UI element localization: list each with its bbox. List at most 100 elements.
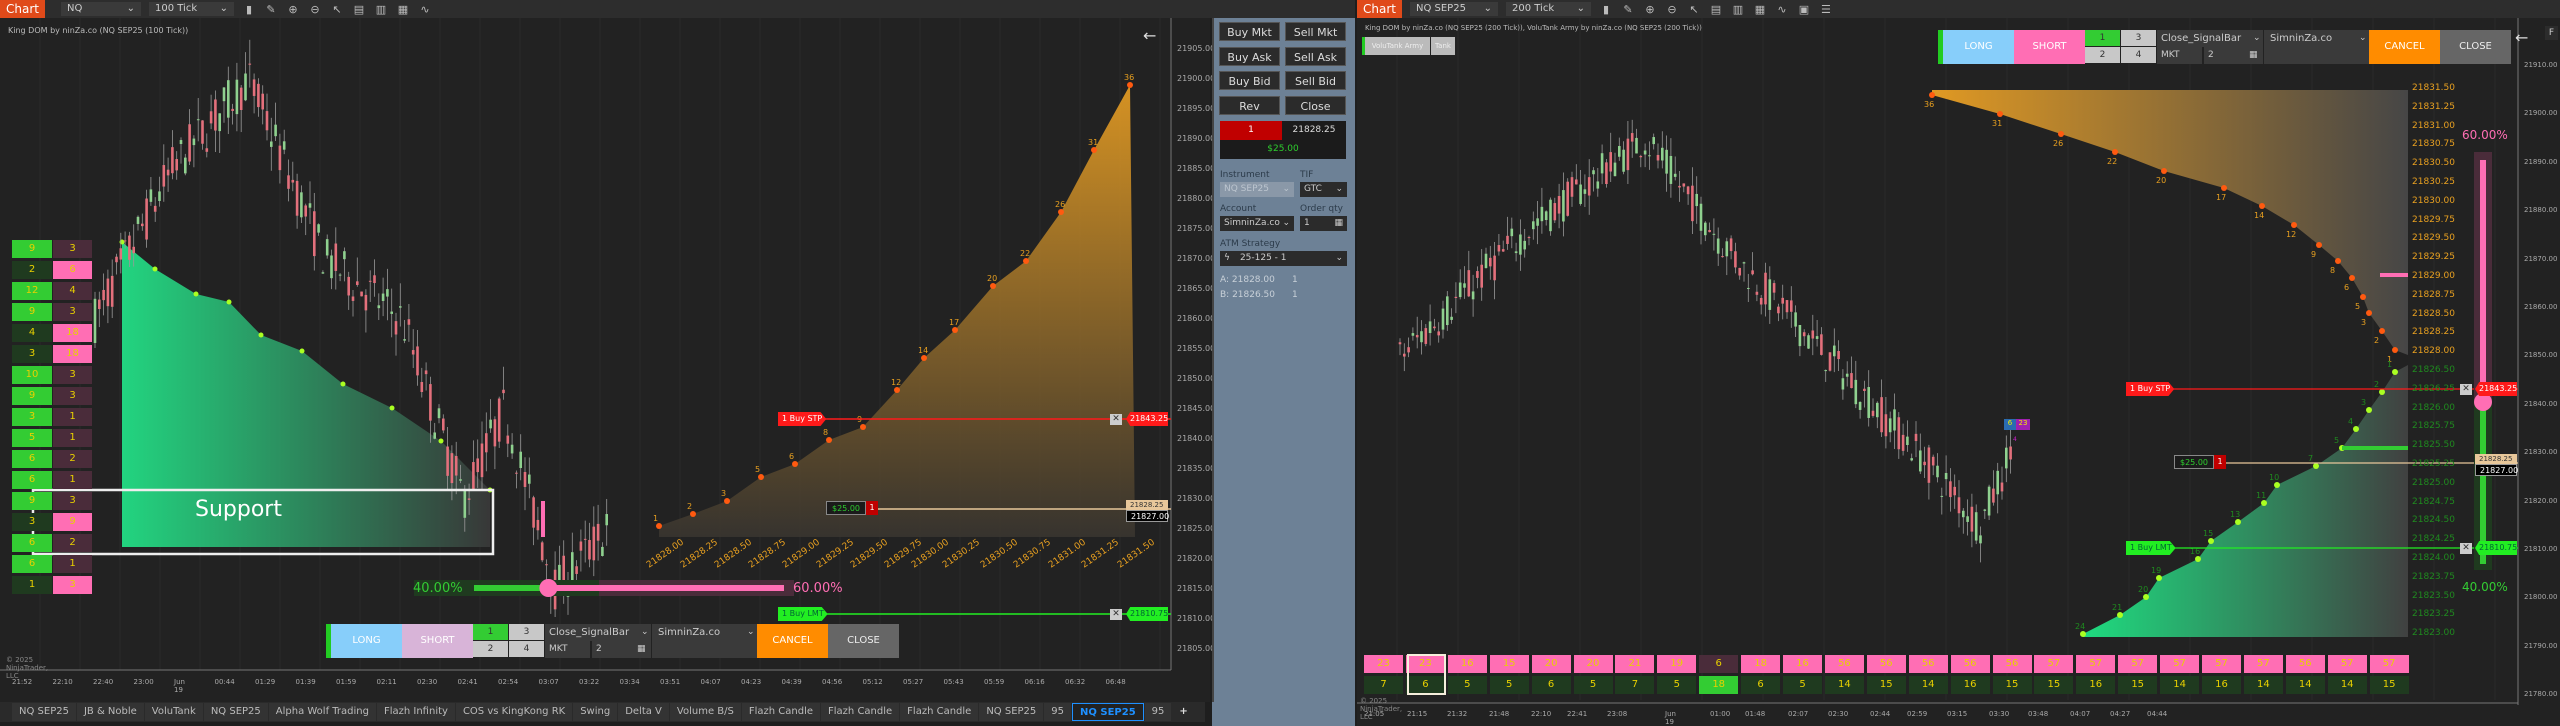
order-type-select[interactable]: MKT — [545, 641, 591, 658]
cancel-order-icon[interactable]: ✕ — [1110, 609, 1122, 620]
right-chart[interactable]: 36 31 26 22 20 17 14 12 9 8 6 5 3 2 1 1 2 3 4 5 7 10 11 13 15 16 1… — [1357, 18, 2560, 726]
quantity-input[interactable]: 2 — [2204, 47, 2263, 64]
quantity-preset-q3[interactable]: 3 — [2121, 30, 2156, 46]
sell-bid-button[interactable]: Sell Bid — [1285, 71, 1346, 90]
bar-type-icon[interactable]: ▮ — [245, 2, 253, 16]
properties-icon[interactable]: ▥ — [1732, 2, 1744, 16]
chart-tab-16[interactable]: 95 — [1144, 703, 1172, 721]
chart-tab-15[interactable]: NQ SEP25 — [1072, 703, 1144, 721]
close-button[interactable]: CLOSE — [828, 624, 899, 658]
exit-mode-select[interactable]: Close_SignalBar — [2157, 30, 2263, 47]
zoom-in-icon[interactable]: ⊕ — [288, 2, 298, 16]
template-icon[interactable]: ▤ — [353, 2, 365, 16]
quantity-preset-q2[interactable]: 2 — [2085, 47, 2120, 63]
quantity-preset-q4[interactable]: 4 — [2121, 47, 2156, 63]
buy-ask-button[interactable]: Buy Ask — [1219, 47, 1280, 66]
reverse-button[interactable]: Rev — [1219, 96, 1280, 115]
chart-tab[interactable]: Chart — [0, 0, 45, 18]
indicators-icon[interactable]: ▦ — [397, 2, 409, 16]
pointer-icon[interactable]: ↖ — [1689, 2, 1699, 16]
buy-limit-order-tag[interactable]: 1 Buy LMT — [2126, 541, 2176, 555]
pencil-icon[interactable]: ✎ — [266, 2, 276, 16]
buy-stop-order-tag[interactable]: 1 Buy STP — [778, 412, 827, 426]
buy-stop-order-tag[interactable]: 1 Buy STP — [2126, 382, 2175, 396]
chart-tab-7[interactable]: Swing — [573, 703, 618, 721]
buy-limit-order-tag[interactable]: 1 Buy LMT — [778, 607, 828, 621]
back-arrow-icon[interactable]: ← — [2515, 28, 2529, 47]
list-icon[interactable]: ☰ — [1821, 2, 1831, 16]
chart-tab-12[interactable]: Flazh Candle — [900, 703, 979, 721]
chart-tab-8[interactable]: Delta V — [618, 703, 669, 721]
tif-select[interactable]: GTC ⌄ — [1300, 182, 1347, 197]
interval-select[interactable]: 200 Tick ⌄ — [1505, 2, 1591, 16]
chart-tab-1[interactable]: JB & Noble — [76, 703, 144, 721]
cancel-button[interactable]: CANCEL — [757, 624, 828, 658]
calculator-icon[interactable]: ▦ — [2249, 50, 2258, 60]
sell-market-button[interactable]: Sell Mkt — [1285, 22, 1346, 41]
back-arrow-icon[interactable]: ← — [1143, 26, 1157, 45]
close-position-button[interactable]: Close — [1285, 96, 1346, 115]
chart-tab-13[interactable]: NQ SEP25 — [979, 703, 1044, 721]
cancel-order-icon[interactable]: ✕ — [2460, 384, 2472, 395]
quantity-preset-q2[interactable]: 2 — [473, 641, 508, 657]
buy-market-button[interactable]: Buy Mkt — [1219, 22, 1280, 41]
properties-icon[interactable]: ▥ — [375, 2, 387, 16]
exit-mode-select[interactable]: Close_SignalBar — [545, 624, 651, 641]
chart-tab[interactable]: Chart — [1357, 0, 1402, 18]
selected-column[interactable] — [1407, 654, 1446, 695]
ratio-knob[interactable] — [539, 579, 558, 597]
short-button[interactable]: SHORT — [402, 624, 473, 658]
account-select[interactable]: SimninZa.co — [651, 624, 757, 658]
add-tab-button[interactable]: + — [1179, 706, 1188, 717]
interval-select[interactable]: 100 Tick ⌄ — [148, 2, 234, 16]
calculator-icon[interactable]: ▦ — [637, 644, 646, 654]
strategies-icon[interactable]: ∿ — [1777, 2, 1787, 16]
buy-bid-button[interactable]: Buy Bid — [1219, 71, 1280, 90]
account-select[interactable]: SimninZa.co ⌄ — [1220, 216, 1294, 231]
clipboard-icon[interactable]: ▣ — [1798, 2, 1810, 16]
zoom-in-icon[interactable]: ⊕ — [1645, 2, 1655, 16]
order-type-select[interactable]: MKT — [2157, 47, 2203, 64]
instrument-select[interactable]: NQ SEP25 ⌄ — [1409, 2, 1498, 16]
pencil-icon[interactable]: ✎ — [1623, 2, 1633, 16]
chart-tab-3[interactable]: NQ SEP25 — [203, 703, 268, 721]
ratio-knob[interactable] — [2474, 393, 2492, 411]
sell-ask-button[interactable]: Sell Ask — [1285, 47, 1346, 66]
chart-tab-5[interactable]: Flazh Infinity — [376, 703, 455, 721]
chart-tab-0[interactable]: NQ SEP25 — [12, 703, 76, 721]
quantity-preset-q1[interactable]: 1 — [473, 624, 508, 640]
quantity-preset-q1[interactable]: 1 — [2085, 30, 2120, 46]
quantity-preset-q3[interactable]: 3 — [509, 624, 544, 640]
instrument-select[interactable]: NQ SEP25 ⌄ — [60, 2, 141, 28]
cancel-order-icon[interactable]: ✕ — [1110, 414, 1122, 425]
quantity-preset-q4[interactable]: 4 — [509, 641, 544, 657]
zoom-out-icon[interactable]: ⊖ — [1667, 2, 1677, 16]
strategies-icon[interactable]: ∿ — [420, 2, 430, 16]
cancel-order-icon[interactable]: ✕ — [2460, 543, 2472, 554]
chart-tab-11[interactable]: Flazh Candle — [821, 703, 900, 721]
quantity-input[interactable]: 2 — [592, 641, 651, 658]
tank-button[interactable]: Tank — [1431, 37, 1455, 55]
calculator-icon[interactable]: ▦ — [1334, 218, 1343, 228]
cancel-button[interactable]: CANCEL — [2369, 30, 2440, 64]
volutank-army-button[interactable]: VoluTank Army — [1362, 37, 1430, 55]
account-select[interactable]: SimninZa.co — [2263, 30, 2369, 64]
chart-tab-4[interactable]: Alpha Wolf Trading — [268, 703, 376, 721]
atm-strategy-select[interactable]: ϟ 25-125 - 1 ⌄ — [1220, 251, 1347, 266]
f-button[interactable]: F — [2545, 26, 2558, 40]
long-button[interactable]: LONG — [331, 624, 402, 658]
bar-type-icon[interactable]: ▮ — [1602, 2, 1610, 16]
long-button[interactable]: LONG — [1943, 30, 2014, 64]
chart-tab-2[interactable]: VoluTank — [144, 703, 203, 721]
pointer-icon[interactable]: ↖ — [332, 2, 342, 16]
indicators-icon[interactable]: ▦ — [1754, 2, 1766, 16]
chart-tab-14[interactable]: 95 — [1044, 703, 1072, 721]
order-qty-input[interactable]: 1 ▦ — [1300, 216, 1347, 231]
chart-tab-10[interactable]: Flazh Candle — [741, 703, 821, 721]
short-button[interactable]: SHORT — [2014, 30, 2085, 64]
close-button[interactable]: CLOSE — [2440, 30, 2511, 64]
template-icon[interactable]: ▤ — [1710, 2, 1722, 16]
chart-tab-9[interactable]: Volume B/S — [669, 703, 741, 721]
left-chart[interactable]: 1 21828.00 2 21828.25 3 21828.50 5 21828.75 6 218… — [0, 18, 1210, 702]
chart-tab-6[interactable]: COS vs KingKong RK — [455, 703, 573, 721]
